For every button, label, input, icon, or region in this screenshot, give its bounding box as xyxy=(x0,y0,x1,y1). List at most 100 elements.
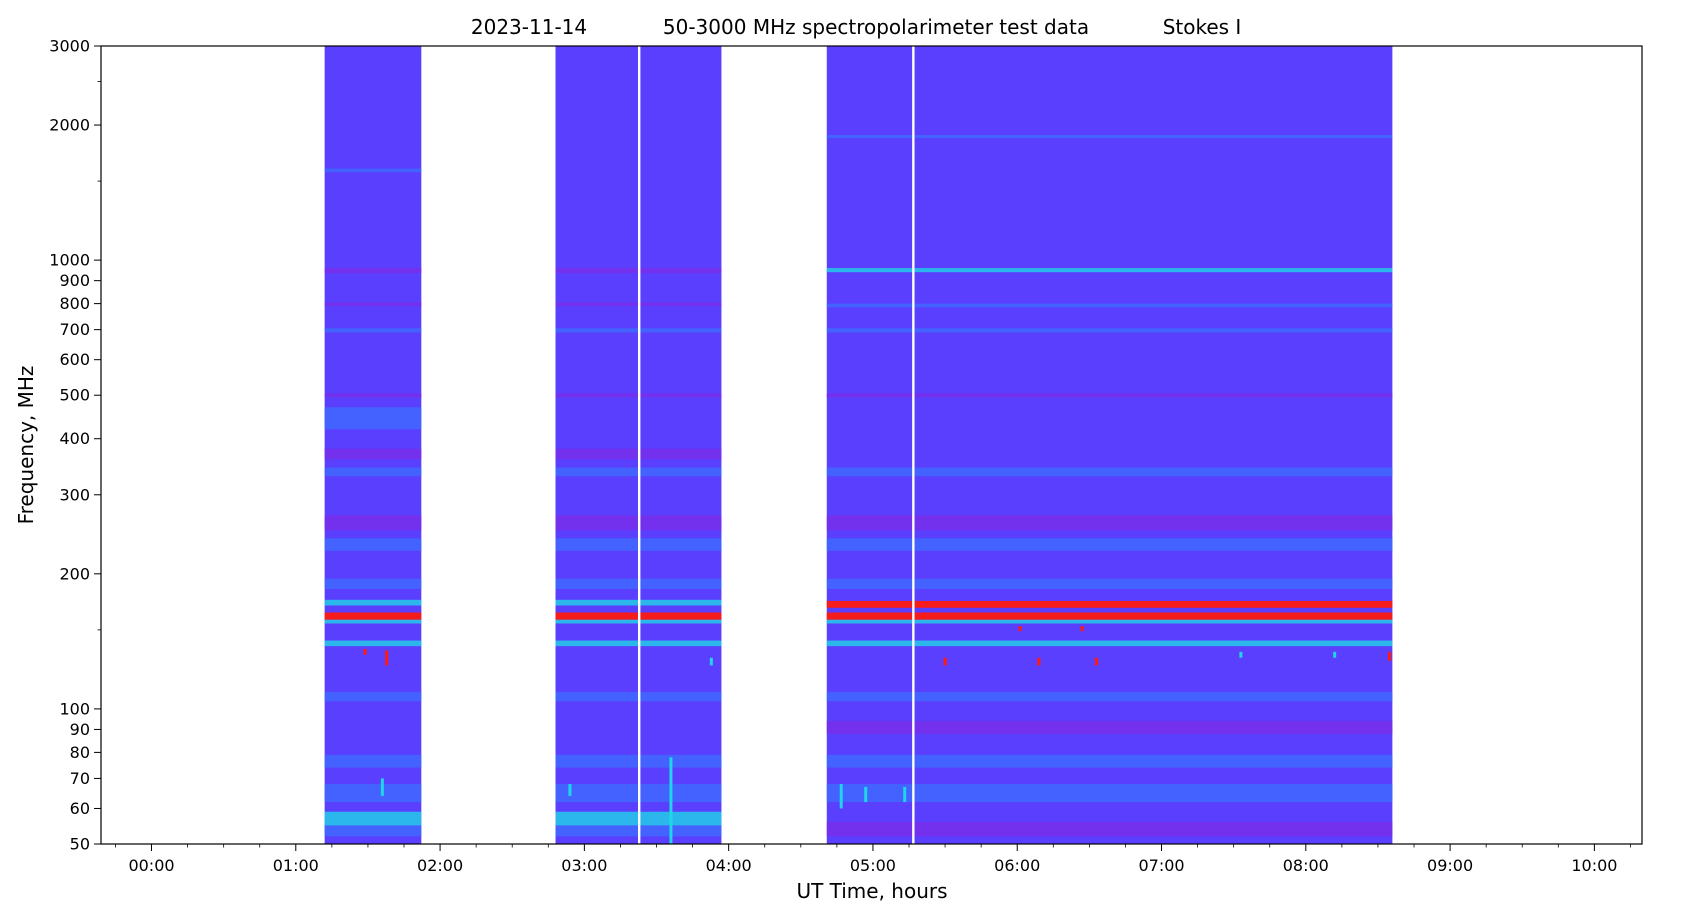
frequency-band xyxy=(826,821,1393,837)
frequency-band xyxy=(324,784,422,803)
y-tick-label: 700 xyxy=(59,320,90,339)
frequency-band xyxy=(324,168,422,173)
frequency-band xyxy=(826,538,1393,551)
y-tick-label: 800 xyxy=(59,294,90,313)
frequency-band xyxy=(826,135,1393,139)
burst-mark xyxy=(1095,657,1099,666)
burst-mark xyxy=(1018,626,1022,632)
frequency-band xyxy=(324,328,422,333)
burst-mark xyxy=(385,650,389,666)
y-tick-label: 60 xyxy=(70,799,90,818)
frequency-band xyxy=(826,268,1393,273)
x-tick-label: 01:00 xyxy=(273,856,319,875)
frequency-band xyxy=(324,578,422,590)
frequency-band xyxy=(324,538,422,551)
data-gaps xyxy=(637,46,915,844)
observation-segment xyxy=(324,46,422,844)
frequency-band xyxy=(826,612,1393,620)
frequency-band xyxy=(324,268,422,274)
frequency-band xyxy=(324,619,422,624)
plot-frame xyxy=(100,45,1643,845)
y-tick-label: 200 xyxy=(59,564,90,583)
burst-mark xyxy=(568,784,572,796)
title-date: 2023-11-14 xyxy=(471,15,587,39)
title-description: 50-3000 MHz spectropolarimeter test data xyxy=(663,15,1089,39)
y-tick-label: 50 xyxy=(70,835,90,854)
frequency-band xyxy=(324,515,422,531)
x-tick-label: 04:00 xyxy=(706,856,752,875)
y-tick-label: 300 xyxy=(59,485,90,504)
frequency-band xyxy=(324,393,422,398)
frequency-band xyxy=(324,612,422,620)
x-tick-label: 05:00 xyxy=(850,856,896,875)
plot-area xyxy=(324,46,1393,844)
frequency-band xyxy=(324,302,422,307)
y-tick-label: 1000 xyxy=(49,251,90,270)
y-tick-label: 600 xyxy=(59,350,90,369)
burst-mark xyxy=(943,657,947,666)
frequency-band xyxy=(826,515,1393,531)
frequency-band xyxy=(826,328,1393,333)
frequency-band xyxy=(826,619,1393,624)
x-tick-label: 06:00 xyxy=(994,856,1040,875)
frequency-band xyxy=(324,692,422,702)
data-gap xyxy=(637,46,641,844)
frequency-band xyxy=(826,578,1393,590)
chart-title: 2023-11-14 50-3000 MHz spectropolarimete… xyxy=(471,15,1241,39)
x-tick-label: 10:00 xyxy=(1571,856,1617,875)
frequency-band xyxy=(826,303,1393,308)
burst-mark xyxy=(709,657,713,666)
y-tick-label: 90 xyxy=(70,720,90,739)
y-tick-label: 900 xyxy=(59,271,90,290)
x-axis-label: UT Time, hours xyxy=(796,879,947,903)
y-axis-label: Frequency, MHz xyxy=(14,366,38,525)
frequency-band xyxy=(324,407,422,430)
burst-mark xyxy=(1387,651,1391,661)
x-axis: 00:00 01:00 02:00 03:00 04:00 05:00 06:00 07:00… xyxy=(115,844,1631,875)
y-tick-label: 70 xyxy=(70,769,90,788)
burst-mark xyxy=(669,757,673,844)
frequency-band xyxy=(826,754,1393,768)
frequency-band xyxy=(324,448,422,460)
y-axis: 50 60 70 80 90 100 200 300 400 500 600 700 800 900100… xyxy=(49,37,101,854)
burst-mark xyxy=(1239,651,1243,658)
frequency-band xyxy=(324,599,422,606)
x-tick-label: 03:00 xyxy=(561,856,607,875)
frequency-band xyxy=(324,811,422,826)
x-tick-label: 07:00 xyxy=(1138,856,1184,875)
x-tick-label: 08:00 xyxy=(1283,856,1329,875)
burst-mark xyxy=(363,648,367,655)
frequency-band xyxy=(324,467,422,477)
x-tick-label: 02:00 xyxy=(417,856,463,875)
frequency-band xyxy=(826,600,1393,608)
burst-mark xyxy=(864,786,868,803)
frequency-band xyxy=(324,640,422,647)
frequency-band xyxy=(324,825,422,837)
frequency-band xyxy=(826,467,1393,477)
frequency-band xyxy=(324,754,422,768)
y-tick-label: 2000 xyxy=(49,116,90,135)
frequency-band xyxy=(826,720,1393,734)
frequency-band xyxy=(826,393,1393,398)
x-tick-label: 00:00 xyxy=(128,856,174,875)
y-tick-label: 100 xyxy=(59,699,90,718)
frequency-band xyxy=(826,640,1393,647)
y-tick-label: 400 xyxy=(59,429,90,448)
y-tick-label: 3000 xyxy=(49,37,90,56)
burst-mark xyxy=(1080,626,1084,632)
frequency-band xyxy=(826,692,1393,702)
burst-mark xyxy=(380,778,384,796)
data-gap xyxy=(912,46,915,844)
burst-mark xyxy=(839,784,843,809)
y-tick-label: 500 xyxy=(59,386,90,405)
burst-mark xyxy=(1037,657,1041,666)
y-tick-label: 80 xyxy=(70,743,90,762)
frequency-band xyxy=(826,784,1393,803)
bursts xyxy=(363,626,1391,844)
x-tick-label: 09:00 xyxy=(1427,856,1473,875)
burst-mark xyxy=(903,786,907,803)
burst-mark xyxy=(1333,651,1337,658)
title-parameter: Stokes I xyxy=(1163,15,1242,39)
